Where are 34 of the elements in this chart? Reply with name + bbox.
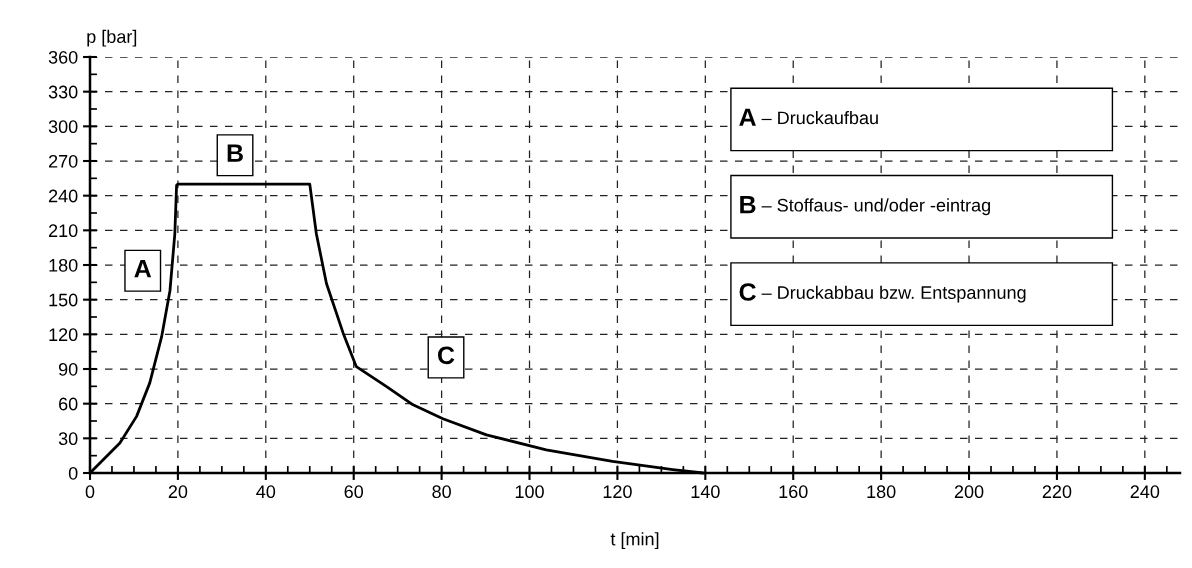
annotation: A – Druckaufbau xyxy=(739,108,878,126)
y-tick-label: 30 xyxy=(58,432,78,446)
x-tick-label: 20 xyxy=(168,485,188,499)
y-tick-label: 150 xyxy=(49,293,78,307)
y-tick-label: 180 xyxy=(49,258,78,272)
y-tick-label: 210 xyxy=(48,224,78,238)
annotation: A xyxy=(134,260,152,278)
y-tick-label: 240 xyxy=(48,189,78,203)
x-tick-label: 40 xyxy=(256,485,276,499)
x-tick-label: 160 xyxy=(779,485,808,499)
x-tick-label: 60 xyxy=(344,485,364,499)
x-tick-label: 220 xyxy=(1042,485,1072,499)
y-tick-label: 0 xyxy=(68,466,78,480)
x-tick-label: 100 xyxy=(515,485,544,499)
y-tick-label: 360 xyxy=(48,50,78,64)
annotation: C xyxy=(438,346,455,365)
y-tick-label: 60 xyxy=(59,397,78,411)
x-tick-label: 180 xyxy=(867,485,896,499)
y-tick-label: 120 xyxy=(49,328,78,342)
y-tick-label: 90 xyxy=(58,362,78,376)
x-tick-label: 140 xyxy=(691,485,720,499)
x-axis-title: t [min] xyxy=(610,532,659,550)
y-tick-label: 300 xyxy=(48,120,78,134)
annotation: B – Stoffaus- und/oder -eintrag xyxy=(740,196,990,216)
x-tick-label: 0 xyxy=(85,485,95,499)
x-tick-label: 240 xyxy=(1130,485,1160,499)
y-tick-label: 330 xyxy=(48,85,78,99)
y-tick-label: 270 xyxy=(48,154,78,168)
x-tick-label: 120 xyxy=(603,485,632,499)
x-tick-label: 200 xyxy=(954,485,984,499)
y-axis-title: p [bar] xyxy=(87,29,137,47)
annotation: C – Druckabbau bzw. Entspannung xyxy=(739,283,1026,303)
x-tick-label: 80 xyxy=(432,485,451,499)
annotation: B xyxy=(227,144,243,162)
